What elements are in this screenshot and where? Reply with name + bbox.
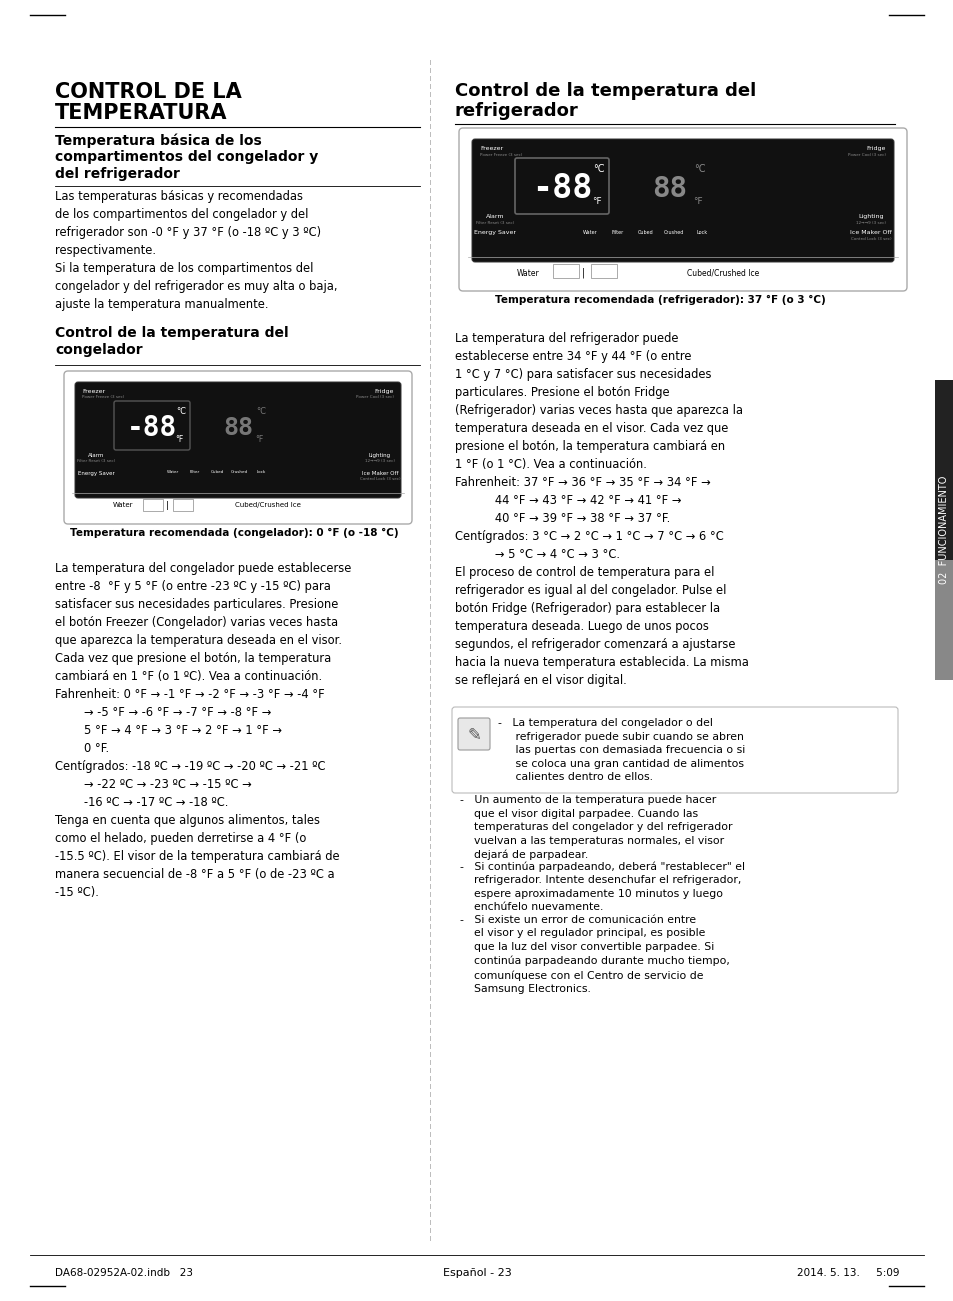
Text: Alarm: Alarm xyxy=(88,453,104,458)
Text: Control Lock (3 sec): Control Lock (3 sec) xyxy=(850,237,890,241)
Bar xyxy=(172,500,193,511)
FancyBboxPatch shape xyxy=(64,371,412,524)
FancyBboxPatch shape xyxy=(452,706,897,794)
Text: ✎: ✎ xyxy=(467,726,480,744)
Text: Power Freeze (3 sec): Power Freeze (3 sec) xyxy=(82,396,124,399)
Text: Español - 23: Español - 23 xyxy=(442,1268,511,1278)
Text: Power Cool (3 sec): Power Cool (3 sec) xyxy=(355,396,394,399)
Text: Fridge: Fridge xyxy=(865,146,885,151)
Text: compartimentos del congelador y: compartimentos del congelador y xyxy=(55,150,318,164)
Text: Cubed: Cubed xyxy=(211,470,223,474)
Text: Water: Water xyxy=(517,268,538,277)
Text: Freezer: Freezer xyxy=(479,146,502,151)
Text: °C: °C xyxy=(593,164,604,174)
Text: Crushed: Crushed xyxy=(663,230,683,235)
Text: Filter: Filter xyxy=(611,230,623,235)
FancyBboxPatch shape xyxy=(457,718,490,749)
Text: Control de la temperatura del: Control de la temperatura del xyxy=(455,82,756,100)
Text: °C: °C xyxy=(694,164,705,174)
Text: congelador: congelador xyxy=(55,343,143,356)
Text: °C: °C xyxy=(175,406,186,415)
Text: Las temperaturas básicas y recomendadas
de los compartimentos del congelador y d: Las temperaturas básicas y recomendadas … xyxy=(55,190,337,311)
Text: °F: °F xyxy=(254,435,263,444)
Bar xyxy=(934,559,953,680)
Bar xyxy=(553,264,578,278)
Text: 2014. 5. 13.     5:09: 2014. 5. 13. 5:09 xyxy=(797,1268,899,1278)
Text: -   Un aumento de la temperatura puede hacer
    que el visor digital parpadee. : - Un aumento de la temperatura puede hac… xyxy=(459,795,732,860)
Text: La temperatura del congelador puede establecerse
entre -8  °F y 5 °F (o entre -2: La temperatura del congelador puede esta… xyxy=(55,562,351,899)
Text: 12→→9 (3 sec): 12→→9 (3 sec) xyxy=(365,459,395,463)
Text: Lock: Lock xyxy=(256,470,265,474)
Text: Energy Saver: Energy Saver xyxy=(77,471,114,476)
Text: Temperatura recomendada (congelador): 0 °F (o -18 °C): Temperatura recomendada (congelador): 0 … xyxy=(70,528,398,539)
Text: |: | xyxy=(166,501,169,510)
FancyBboxPatch shape xyxy=(472,139,893,262)
Text: -   La temperatura del congelador o del
       refrigerador puede subir cuando s: - La temperatura del congelador o del re… xyxy=(491,718,744,782)
Text: -88: -88 xyxy=(531,173,592,206)
Text: 12→→9 (3 sec): 12→→9 (3 sec) xyxy=(855,221,885,225)
Text: Control Lock (3 sec): Control Lock (3 sec) xyxy=(359,477,400,481)
Text: Ice Maker Off: Ice Maker Off xyxy=(849,230,891,235)
Text: Power Freeze (3 sec): Power Freeze (3 sec) xyxy=(479,154,522,157)
Text: 88: 88 xyxy=(223,416,253,440)
FancyBboxPatch shape xyxy=(113,401,190,450)
Text: Lighting: Lighting xyxy=(858,213,882,219)
Bar xyxy=(934,380,953,559)
Text: °F: °F xyxy=(592,198,601,207)
Text: -   Si existe un error de comunicación entre
    el visor y el regulador princip: - Si existe un error de comunicación ent… xyxy=(459,915,729,994)
Text: Lock: Lock xyxy=(696,230,707,235)
Text: TEMPERATURA: TEMPERATURA xyxy=(55,103,227,124)
Text: Water: Water xyxy=(582,230,597,235)
Text: La temperatura del refrigerador puede
establecerse entre 34 °F y 44 °F (o entre
: La temperatura del refrigerador puede es… xyxy=(455,332,748,687)
Text: °F: °F xyxy=(693,198,702,207)
Text: °F: °F xyxy=(174,435,183,444)
Text: Control de la temperatura del: Control de la temperatura del xyxy=(55,327,289,340)
Bar xyxy=(590,264,617,278)
Text: Power Cool (3 sec): Power Cool (3 sec) xyxy=(847,154,885,157)
Text: Cubed: Cubed xyxy=(638,230,653,235)
Text: -88: -88 xyxy=(127,414,177,442)
FancyBboxPatch shape xyxy=(458,127,906,291)
Text: Ice Maker Off: Ice Maker Off xyxy=(361,471,397,476)
Text: 88: 88 xyxy=(652,176,687,203)
Text: Alarm: Alarm xyxy=(485,213,504,219)
Text: Filter: Filter xyxy=(190,470,200,474)
Text: refrigerador: refrigerador xyxy=(455,101,578,120)
Text: Temperatura recomendada (refrigerador): 37 °F (o 3 °C): Temperatura recomendada (refrigerador): … xyxy=(495,295,825,304)
Text: Lighting: Lighting xyxy=(369,453,391,458)
Text: 02  FUNCIONAMIENTO: 02 FUNCIONAMIENTO xyxy=(939,476,948,584)
Text: Cubed/Crushed Ice: Cubed/Crushed Ice xyxy=(686,268,759,277)
Text: DA68-02952A-02.indb   23: DA68-02952A-02.indb 23 xyxy=(55,1268,193,1278)
Text: °C: °C xyxy=(255,406,266,415)
Text: Crushed: Crushed xyxy=(231,470,247,474)
Text: Filter Reset (3 sec): Filter Reset (3 sec) xyxy=(476,221,514,225)
Text: Temperatura básica de los: Temperatura básica de los xyxy=(55,133,261,147)
Text: |: | xyxy=(580,268,584,278)
Text: Cubed/Crushed Ice: Cubed/Crushed Ice xyxy=(234,502,300,507)
Text: Water: Water xyxy=(112,502,133,507)
Text: Water: Water xyxy=(167,470,179,474)
Text: Fridge: Fridge xyxy=(375,389,394,394)
Text: Energy Saver: Energy Saver xyxy=(474,230,516,235)
Text: CONTROL DE LA: CONTROL DE LA xyxy=(55,82,241,101)
FancyBboxPatch shape xyxy=(75,382,400,498)
FancyBboxPatch shape xyxy=(515,157,608,213)
Bar xyxy=(143,500,163,511)
Text: del refrigerador: del refrigerador xyxy=(55,167,180,181)
Text: Freezer: Freezer xyxy=(82,389,105,394)
Text: Filter Reset (3 sec): Filter Reset (3 sec) xyxy=(77,459,115,463)
Text: -   Si continúa parpadeando, deberá "restablecer" el
    refrigerador. Intente d: - Si continúa parpadeando, deberá "resta… xyxy=(459,861,744,912)
